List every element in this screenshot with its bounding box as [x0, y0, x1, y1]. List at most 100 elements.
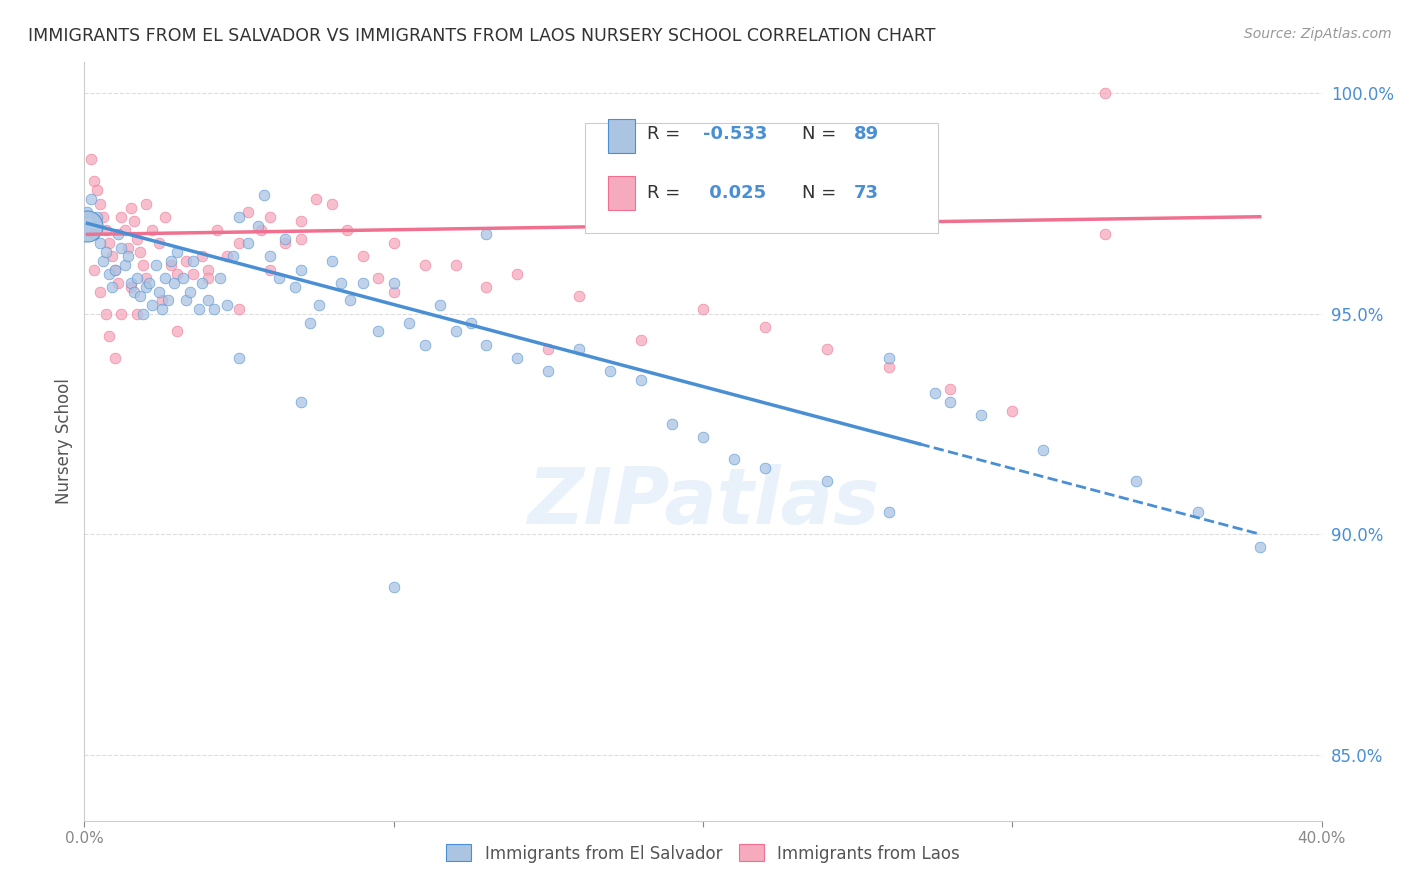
Point — [630, 373, 652, 387]
Text: R =: R = — [647, 126, 681, 144]
Point — [939, 382, 962, 396]
Point — [537, 364, 560, 378]
Point — [336, 223, 359, 237]
Point — [290, 395, 312, 409]
Point — [352, 276, 374, 290]
Point — [83, 174, 105, 188]
Point — [132, 258, 155, 272]
Point — [150, 293, 173, 308]
Point — [506, 351, 529, 365]
Point — [269, 271, 291, 285]
Point — [1125, 474, 1147, 488]
Point — [166, 267, 188, 281]
Point — [120, 280, 142, 294]
Point — [91, 253, 114, 268]
Point — [160, 253, 183, 268]
Point — [1094, 227, 1116, 242]
Point — [475, 280, 498, 294]
Point — [110, 210, 132, 224]
Point — [125, 307, 148, 321]
Point — [120, 276, 142, 290]
Point — [877, 359, 900, 374]
Point — [117, 241, 139, 255]
Point — [692, 302, 714, 317]
Point — [135, 271, 157, 285]
Point — [274, 236, 297, 251]
Point — [238, 205, 260, 219]
Point — [135, 280, 157, 294]
Point — [321, 196, 343, 211]
Point — [98, 328, 121, 343]
Point — [924, 386, 946, 401]
Point — [79, 153, 101, 167]
Point — [475, 227, 498, 242]
Point — [187, 302, 209, 317]
Point — [114, 223, 136, 237]
Point — [94, 223, 117, 237]
Point — [86, 183, 108, 197]
Point — [568, 289, 591, 303]
Point — [145, 258, 167, 272]
Point — [125, 271, 148, 285]
Point — [321, 253, 343, 268]
Point — [246, 219, 269, 233]
Point — [98, 267, 121, 281]
Point — [76, 205, 98, 219]
Point — [228, 302, 250, 317]
Point — [939, 395, 962, 409]
Point — [129, 289, 152, 303]
Point — [413, 337, 436, 351]
Text: 73: 73 — [853, 184, 879, 202]
Point — [382, 285, 405, 299]
Point — [352, 249, 374, 263]
Point — [460, 316, 482, 330]
Point — [197, 271, 219, 285]
Point — [398, 316, 420, 330]
Text: Source: ZipAtlas.com: Source: ZipAtlas.com — [1244, 27, 1392, 41]
Point — [290, 232, 312, 246]
Point — [148, 236, 170, 251]
Point — [382, 580, 405, 594]
Point — [290, 214, 312, 228]
Point — [181, 253, 204, 268]
Point — [110, 241, 132, 255]
Point — [723, 452, 745, 467]
Point — [94, 307, 117, 321]
Point — [238, 236, 260, 251]
Point — [86, 210, 108, 224]
Point — [181, 267, 204, 281]
Point — [754, 461, 776, 475]
Text: 89: 89 — [853, 126, 879, 144]
Point — [166, 324, 188, 338]
Point — [148, 285, 170, 299]
Point — [877, 505, 900, 519]
Point — [172, 271, 194, 285]
Point — [176, 253, 198, 268]
Point — [176, 293, 198, 308]
Point — [98, 236, 121, 251]
Point — [305, 192, 328, 206]
Point — [253, 187, 276, 202]
Point — [1001, 403, 1024, 417]
Point — [104, 262, 127, 277]
Point — [138, 276, 160, 290]
Point — [101, 280, 124, 294]
Point — [207, 223, 229, 237]
Point — [135, 196, 157, 211]
Point — [299, 316, 322, 330]
Point — [110, 307, 132, 321]
Point — [339, 293, 361, 308]
FancyBboxPatch shape — [585, 123, 938, 233]
Point — [101, 249, 124, 263]
Point — [290, 262, 312, 277]
Point — [382, 276, 405, 290]
Point — [630, 333, 652, 347]
Point — [125, 232, 148, 246]
Point — [222, 249, 245, 263]
Y-axis label: Nursery School: Nursery School — [55, 378, 73, 505]
Point — [83, 262, 105, 277]
Point — [197, 293, 219, 308]
Point — [429, 298, 451, 312]
Point — [259, 249, 281, 263]
Point — [568, 342, 591, 356]
